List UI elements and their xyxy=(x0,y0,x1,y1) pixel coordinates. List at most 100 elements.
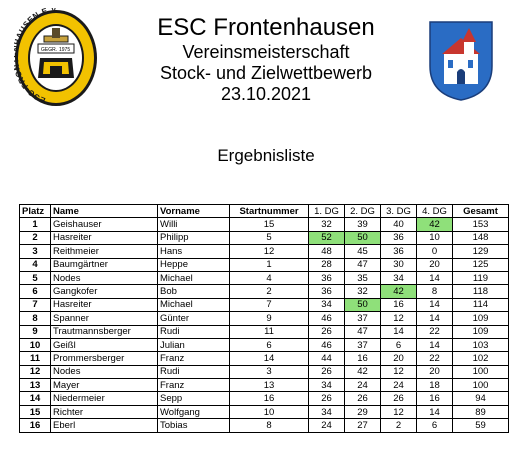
round-3-cell: 40 xyxy=(380,217,417,232)
name-cell: Niedermeier xyxy=(50,391,158,406)
round-3-cell: 20 xyxy=(380,351,417,366)
round-1-cell: 52 xyxy=(308,230,345,246)
table-row: 12 Nodes Rudi 3 26 42 12 20 100 xyxy=(19,364,509,380)
total-cell: 89 xyxy=(452,404,509,420)
total-cell: 102 xyxy=(452,351,509,366)
rank-cell: 16 xyxy=(19,418,51,433)
round-4-cell: 10 xyxy=(416,230,453,246)
name-cell: Trautmannsberger xyxy=(50,324,158,339)
rank-cell: 4 xyxy=(19,257,51,272)
round-4-cell: 18 xyxy=(416,378,453,393)
total-cell: 129 xyxy=(452,244,509,259)
name-cell: Nodes xyxy=(50,364,158,380)
table-row: 11 Prommersberger Franz 14 44 16 20 22 102 xyxy=(19,351,509,366)
name-cell: Mayer xyxy=(50,378,158,393)
first-name-cell: Heppe xyxy=(157,257,230,272)
round-1-cell: 28 xyxy=(308,257,345,272)
round-2-cell: 35 xyxy=(344,270,381,286)
column-header: Gesamt xyxy=(452,203,509,219)
column-header: 1. DG xyxy=(308,203,345,219)
round-2-cell: 24 xyxy=(344,378,381,393)
rank-cell: 13 xyxy=(19,378,51,393)
column-header: Platz xyxy=(19,203,51,219)
table-row: 2 Hasreiter Philipp 5 52 50 36 10 148 xyxy=(19,230,509,246)
first-name-cell: Willi xyxy=(157,217,230,232)
results-body: 1 Geishauser Willi 15 32 39 40 42 153 2 Hasreiter P… xyxy=(19,217,509,433)
table-row: 14 Niedermeier Sepp 16 26 26 26 16 94 xyxy=(19,391,509,406)
start-number-cell: 1 xyxy=(229,257,309,272)
round-2-cell: 32 xyxy=(344,284,381,299)
event-title: Vereinsmeisterschaft xyxy=(182,42,350,62)
round-3-cell: 34 xyxy=(380,270,417,286)
first-name-cell: Wolfgang xyxy=(157,404,230,420)
round-4-cell: 6 xyxy=(416,418,453,433)
total-cell: 100 xyxy=(452,364,509,380)
column-header: Startnummer xyxy=(229,203,309,219)
round-3-cell: 2 xyxy=(380,418,417,433)
first-name-cell: Julian xyxy=(157,337,230,353)
round-4-cell: 14 xyxy=(416,297,453,313)
round-3-cell: 14 xyxy=(380,324,417,339)
round-3-cell: 12 xyxy=(380,404,417,420)
total-cell: 59 xyxy=(452,418,509,433)
start-number-cell: 11 xyxy=(229,324,309,339)
first-name-cell: Philipp xyxy=(157,230,230,246)
table-row: 13 Mayer Franz 13 34 24 24 18 100 xyxy=(19,378,509,393)
total-cell: 119 xyxy=(452,270,509,286)
first-name-cell: Franz xyxy=(157,378,230,393)
round-1-cell: 26 xyxy=(308,364,345,380)
event-subtitle: Stock- und Zielwettbewerb xyxy=(159,63,373,83)
name-cell: Richter xyxy=(50,404,158,420)
round-1-cell: 34 xyxy=(308,378,345,393)
round-1-cell: 36 xyxy=(308,284,345,299)
first-name-cell: Bob xyxy=(157,284,230,299)
round-3-cell: 24 xyxy=(380,378,417,393)
column-header: 3. DG xyxy=(380,203,417,219)
table-row: 1 Geishauser Willi 15 32 39 40 42 153 xyxy=(19,217,509,232)
round-2-cell: 45 xyxy=(344,244,381,259)
total-cell: 114 xyxy=(452,297,509,313)
first-name-cell: Sepp xyxy=(157,391,230,406)
round-1-cell: 26 xyxy=(308,391,345,406)
round-4-cell: 16 xyxy=(416,391,453,406)
round-4-cell: 14 xyxy=(416,404,453,420)
round-1-cell: 46 xyxy=(308,337,345,353)
round-4-cell: 8 xyxy=(416,284,453,299)
start-number-cell: 9 xyxy=(229,311,309,326)
svg-text:GEGR.: GEGR. xyxy=(41,47,57,53)
round-2-cell: 37 xyxy=(344,311,381,326)
round-4-cell: 20 xyxy=(416,257,453,272)
rank-cell: 3 xyxy=(19,244,51,259)
round-2-cell: 47 xyxy=(344,257,381,272)
round-1-cell: 26 xyxy=(308,324,345,339)
column-header: Name xyxy=(50,203,158,219)
rank-cell: 14 xyxy=(19,391,51,406)
start-number-cell: 2 xyxy=(229,284,309,299)
first-name-cell: Tobias xyxy=(157,418,230,433)
total-cell: 109 xyxy=(452,324,509,339)
round-3-cell: 26 xyxy=(380,391,417,406)
rank-cell: 8 xyxy=(19,311,51,326)
svg-text:1975: 1975 xyxy=(59,47,70,53)
name-cell: Hasreiter xyxy=(50,297,158,313)
rank-cell: 6 xyxy=(19,284,51,299)
start-number-cell: 12 xyxy=(229,244,309,259)
coat-of-arms xyxy=(429,21,493,101)
start-number-cell: 16 xyxy=(229,391,309,406)
start-number-cell: 14 xyxy=(229,351,309,366)
total-cell: 125 xyxy=(452,257,509,272)
start-number-cell: 7 xyxy=(229,297,309,313)
start-number-cell: 5 xyxy=(229,230,309,246)
name-cell: Nodes xyxy=(50,270,158,286)
document-header: ESC Frontenhausen Vereinsmeisterschaft S… xyxy=(100,14,432,105)
rank-cell: 12 xyxy=(19,364,51,380)
rank-cell: 9 xyxy=(19,324,51,339)
round-2-cell: 39 xyxy=(344,217,381,232)
round-1-cell: 46 xyxy=(308,311,345,326)
round-2-cell: 16 xyxy=(344,351,381,366)
round-3-cell: 42 xyxy=(380,284,417,299)
first-name-cell: Michael xyxy=(157,270,230,286)
round-1-cell: 44 xyxy=(308,351,345,366)
round-4-cell: 22 xyxy=(416,351,453,366)
event-date: 23.10.2021 xyxy=(220,84,312,104)
